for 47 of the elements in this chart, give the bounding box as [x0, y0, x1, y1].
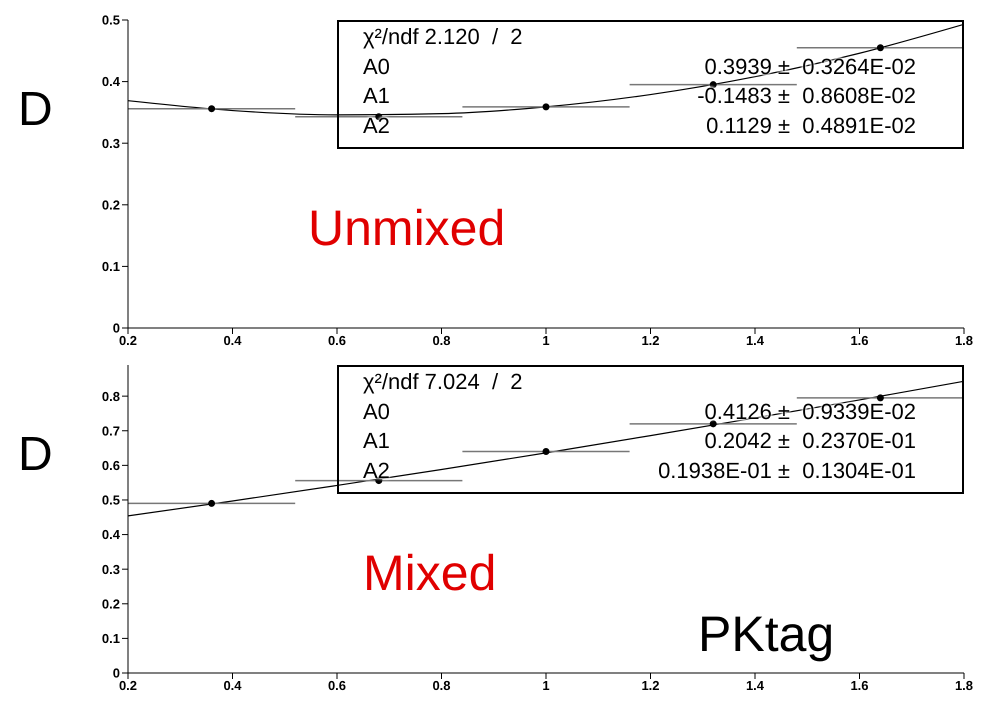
- x-axis-title: PKtag: [698, 605, 834, 664]
- point: [542, 448, 550, 456]
- x-tick-label: 1.8: [954, 678, 974, 694]
- x-tick-label: 0.8: [432, 678, 451, 694]
- y-axis-title: D: [18, 82, 53, 137]
- annotation: Mixed: [363, 544, 496, 602]
- text: A1 -0.1483 ± 0.8608E-02: [363, 83, 916, 108]
- y-tick-label: 0.5: [102, 492, 120, 508]
- point: [208, 105, 216, 112]
- y-tick-label: 0.4: [102, 74, 121, 90]
- x-tick-label: 1.2: [641, 333, 660, 348]
- x-tick-label: 1.6: [850, 333, 869, 348]
- point: [542, 103, 550, 110]
- x-tick-label: 0.8: [432, 333, 451, 348]
- text: A1 0.2042 ± 0.2370E-01: [363, 428, 916, 454]
- y-tick-label: 0.3: [102, 562, 120, 577]
- x-tick-label: 1.2: [641, 678, 660, 694]
- y-axis-title: D: [18, 426, 53, 482]
- y-tick-label: 0.1: [102, 631, 120, 646]
- x-tick-label: 1.4: [746, 678, 765, 694]
- x-tick-label: 1.4: [746, 333, 765, 348]
- y-tick-label: 0.1: [102, 259, 120, 274]
- x-tick-label: 1.8: [954, 333, 974, 348]
- y-tick-label: 0.4: [102, 527, 121, 542]
- y-tick-label: 0.8: [102, 388, 120, 404]
- point: [876, 44, 884, 52]
- x-tick-label: 1.6: [850, 678, 869, 694]
- y-tick-label: 0: [112, 666, 120, 681]
- y-tick-label: 0.6: [102, 458, 120, 473]
- x-tick-label: 0.4: [223, 333, 242, 348]
- annotation: Unmixed: [308, 198, 506, 257]
- x-tick-label: 0.6: [328, 333, 346, 348]
- text: A2 0.1129 ± 0.4891E-02: [363, 113, 916, 138]
- y-tick-label: 0.7: [102, 423, 120, 438]
- y-tick-label: 0.2: [102, 596, 120, 612]
- y-tick-label: 0.5: [102, 12, 120, 28]
- y-tick-label: 0: [112, 320, 120, 336]
- x-tick-label: 1: [542, 678, 550, 694]
- x-tick-label: 0.4: [223, 678, 242, 694]
- annotation: χ²/ndf 2.120 / 2: [363, 23, 524, 51]
- point: [208, 500, 216, 507]
- x-tick-label: 1: [542, 333, 550, 348]
- x-tick-label: 0.6: [328, 678, 346, 694]
- y-tick-label: 0.2: [102, 197, 120, 212]
- annotation: χ²/ndf 7.024 / 2: [363, 368, 524, 396]
- text: A2 0.1938E-01 ± 0.1304E-01: [363, 458, 916, 484]
- y-tick-label: 0.3: [102, 136, 120, 151]
